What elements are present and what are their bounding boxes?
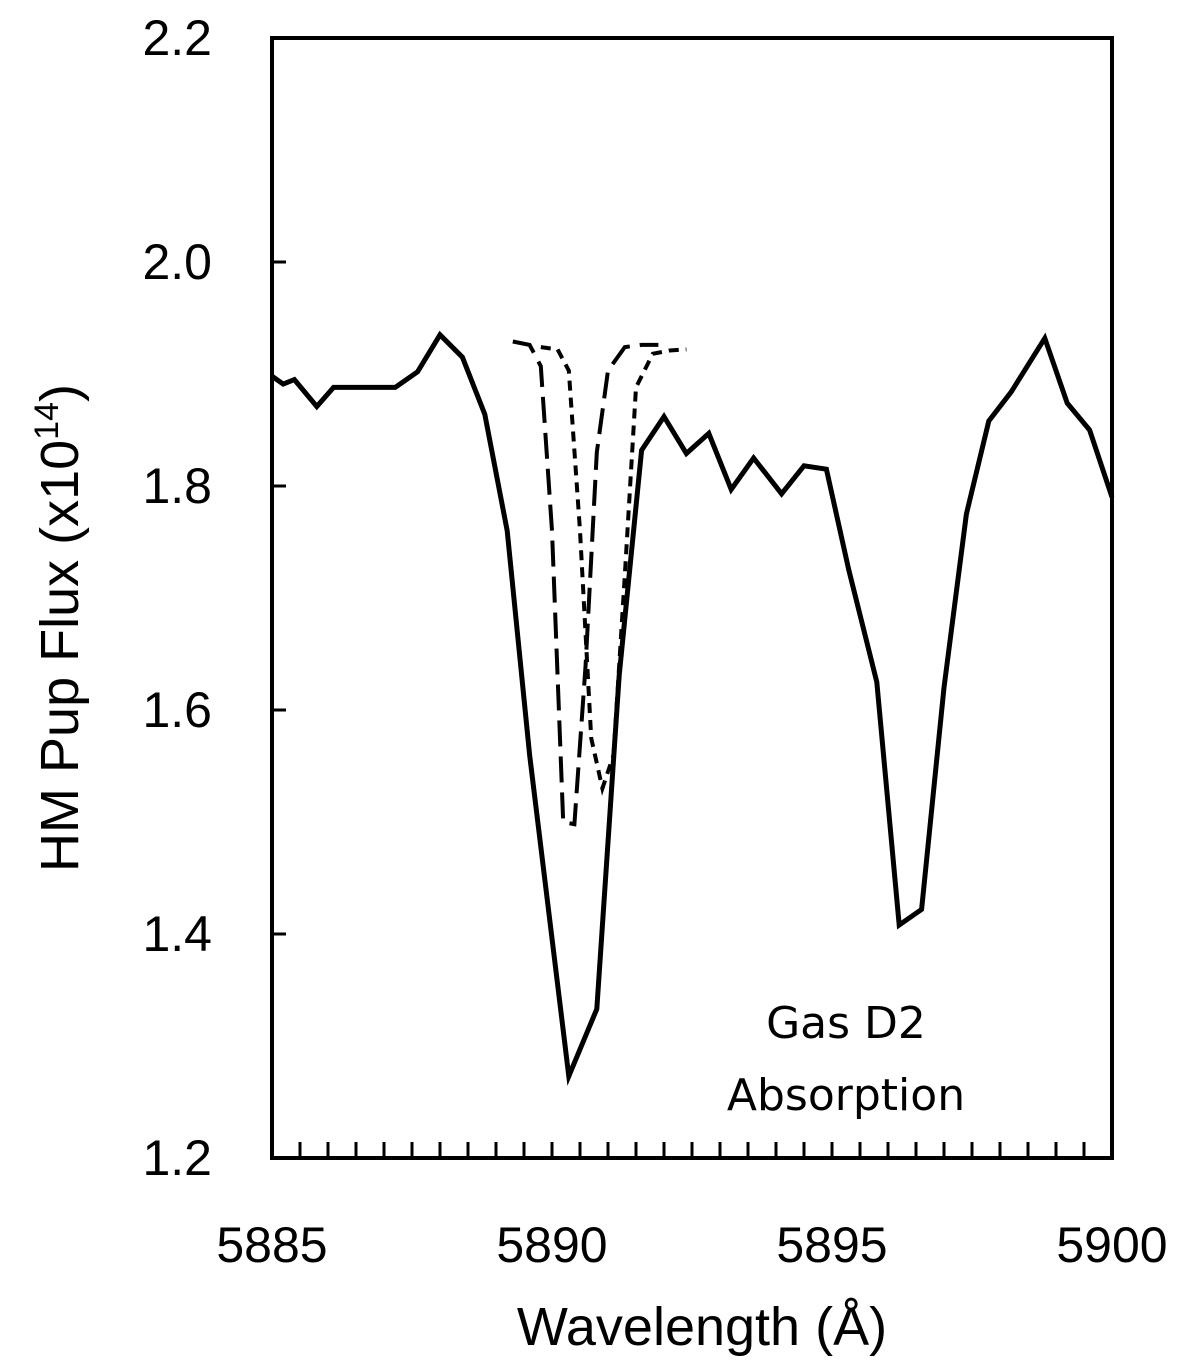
- annotation-absorption: Absorption: [727, 1070, 965, 1121]
- series-layer: [270, 330, 1115, 1086]
- x-tick-label: 5890: [496, 1217, 607, 1273]
- plot-frame: [270, 36, 1114, 1160]
- y-tick-label: 1.6: [142, 682, 212, 738]
- y-tick-label: 2.2: [142, 10, 212, 66]
- x-tick-label: 5895: [776, 1217, 887, 1273]
- series-line-short-dash: [540, 345, 687, 796]
- series-line-solid: [270, 330, 1115, 1086]
- tick-layer: [272, 36, 1086, 1160]
- y-axis-title-close: ): [30, 384, 90, 402]
- series-line-long-dash: [512, 339, 659, 827]
- y-tick-label: 2.0: [142, 234, 212, 290]
- y-axis-title: HM Pup Flux (x1014): [28, 384, 90, 872]
- y-tick-label: 1.8: [142, 458, 212, 514]
- y-tick-label: 1.2: [142, 1130, 212, 1186]
- y-tick-label: 1.4: [142, 906, 212, 962]
- annotation-gas-d2: Gas D2: [766, 998, 926, 1049]
- x-tick-label: 5900: [1056, 1217, 1167, 1273]
- label-layer: 1.2 1.4 1.6 1.8 2.0 2.2 5885 5890 5895 5900: [142, 10, 1167, 1273]
- y-axis-title-superscript: 14: [28, 402, 66, 440]
- x-tick-label: 5885: [216, 1217, 327, 1273]
- x-axis-title: Wavelength (Å): [517, 1297, 887, 1357]
- y-axis-title-main: HM Pup Flux (x10: [30, 440, 90, 872]
